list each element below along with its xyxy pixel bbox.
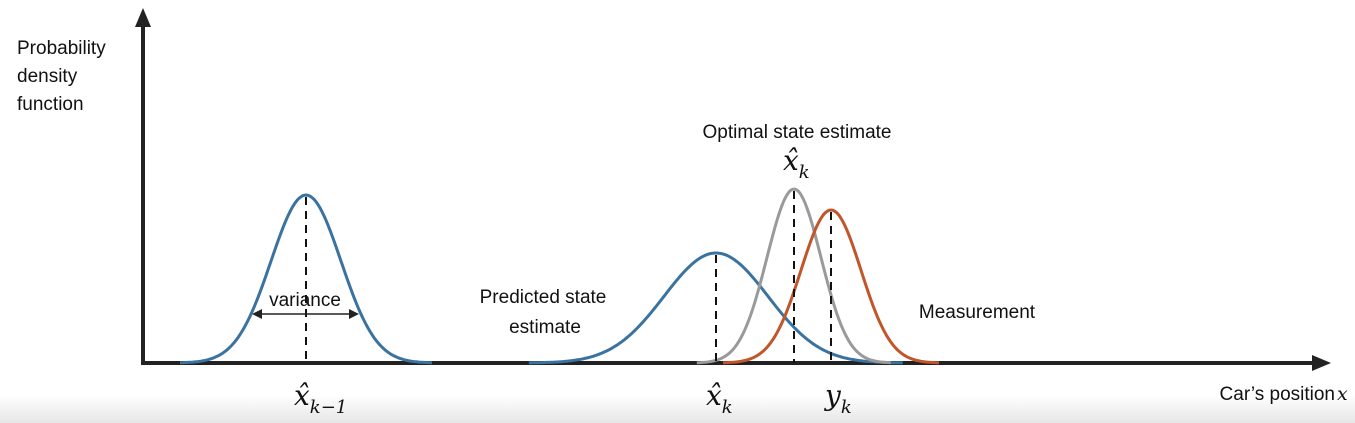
symbols: x̂k−1 x̂k x̂k yk — [294, 144, 852, 418]
arrow-head — [252, 309, 262, 319]
y-label: function — [17, 94, 84, 115]
measurement-label: Measurement — [919, 302, 1036, 323]
symbol-subscript: k−1 — [310, 397, 347, 418]
x-label-variable: x — [1337, 383, 1348, 405]
curve-predicted — [528, 251, 903, 365]
symbol-subscript: k — [841, 397, 852, 418]
symbol: x̂k−1 — [294, 379, 347, 418]
curves — [180, 187, 940, 365]
symbol-base: x̂ — [706, 379, 722, 412]
symbol-subscript: k — [799, 162, 810, 183]
predicted-label: Predicted state — [480, 287, 607, 308]
variance-label: variance — [269, 290, 341, 311]
symbol-base: y — [823, 379, 842, 412]
curve-optimal — [696, 187, 891, 365]
x-arrow — [1312, 355, 1331, 371]
symbol-base: x̂ — [783, 144, 799, 177]
x-label: Car’s position — [1220, 384, 1335, 405]
curve-previous — [180, 193, 432, 365]
bottom-strip — [0, 395, 1355, 423]
arrow-head — [349, 309, 359, 319]
curve-measurement — [722, 208, 940, 365]
symbol: x̂k — [783, 144, 810, 183]
symbol: yk — [823, 379, 852, 418]
y-arrow — [135, 8, 151, 27]
y-label: Probability — [17, 38, 106, 59]
predicted-label: estimate — [509, 317, 581, 338]
symbol: x̂k — [706, 379, 733, 418]
y-label: density — [17, 66, 78, 87]
symbol-base: x̂ — [294, 379, 310, 412]
optimal-label: Optimal state estimate — [702, 122, 891, 143]
symbol-subscript: k — [722, 397, 733, 418]
